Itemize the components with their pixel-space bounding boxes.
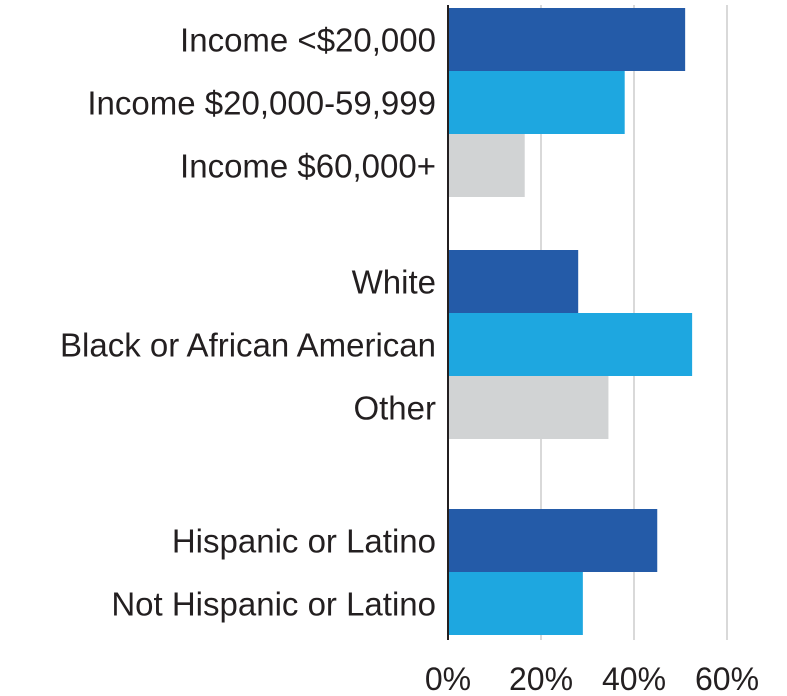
category-label: Income <$20,000 bbox=[180, 22, 436, 59]
x-tick-label: 20% bbox=[509, 661, 573, 696]
category-labels: Income <$20,000 Income $20,000-59,999 Inco… bbox=[60, 22, 436, 623]
category-label: Income $20,000-59,999 bbox=[87, 85, 436, 122]
category-label: White bbox=[352, 264, 436, 301]
category-label: Not Hispanic or Latino bbox=[111, 586, 436, 623]
bar bbox=[448, 134, 525, 197]
x-tick-labels: 0% 20% 40% 60% bbox=[425, 661, 759, 696]
x-tick-label: 40% bbox=[602, 661, 666, 696]
bar bbox=[448, 8, 686, 71]
bar bbox=[448, 250, 579, 313]
bars bbox=[448, 8, 693, 635]
bar bbox=[448, 509, 658, 572]
category-label: Income $60,000+ bbox=[180, 148, 436, 185]
category-label: Black or African American bbox=[60, 327, 436, 364]
bar bbox=[448, 572, 583, 635]
x-tick-label: 0% bbox=[425, 661, 471, 696]
x-tick-label: 60% bbox=[695, 661, 759, 696]
bar bbox=[448, 71, 625, 134]
bar bbox=[448, 376, 609, 439]
category-label: Other bbox=[353, 390, 436, 427]
category-label: Hispanic or Latino bbox=[172, 523, 436, 560]
bar bbox=[448, 313, 693, 376]
